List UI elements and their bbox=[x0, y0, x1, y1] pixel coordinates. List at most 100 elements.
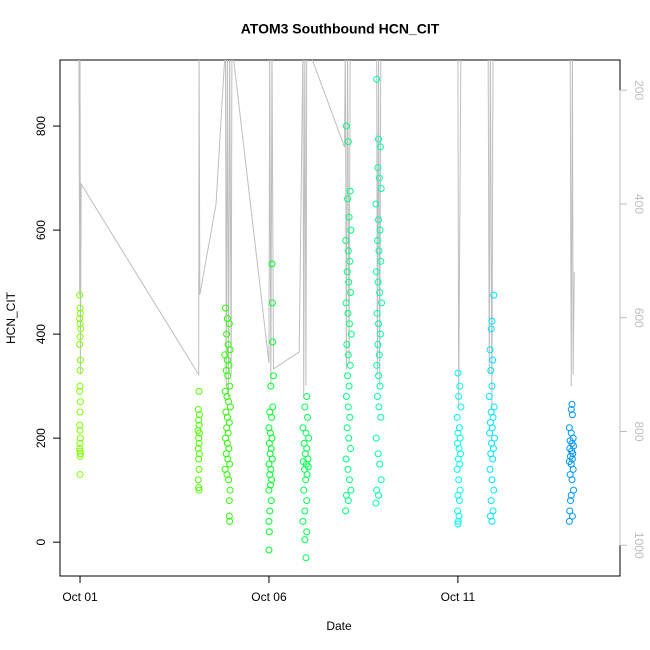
data-point bbox=[76, 356, 84, 364]
data-point bbox=[486, 429, 494, 437]
data-point bbox=[347, 486, 355, 494]
data-point bbox=[195, 484, 203, 492]
data-point bbox=[345, 382, 353, 390]
data-point bbox=[225, 320, 233, 328]
data-point bbox=[303, 497, 311, 505]
data-point bbox=[195, 411, 203, 419]
data-point bbox=[303, 393, 311, 401]
data-point bbox=[226, 403, 234, 411]
data-point bbox=[376, 330, 384, 338]
data-point bbox=[569, 465, 577, 473]
data-point bbox=[267, 445, 275, 453]
data-point bbox=[346, 413, 354, 421]
data-point bbox=[490, 486, 498, 494]
data-point bbox=[455, 512, 463, 520]
data-point bbox=[301, 536, 309, 544]
y2-tick-label: 200 bbox=[632, 80, 646, 100]
data-point bbox=[375, 351, 383, 359]
data-point bbox=[489, 455, 497, 463]
data-point bbox=[342, 455, 350, 463]
data-point bbox=[375, 491, 383, 499]
data-point bbox=[377, 257, 385, 265]
y-tick-label: 600 bbox=[34, 220, 48, 240]
data-point bbox=[377, 476, 385, 484]
data-point bbox=[268, 455, 276, 463]
x-tick-label: Oct 11 bbox=[441, 590, 476, 604]
data-point bbox=[342, 507, 350, 515]
data-point bbox=[490, 291, 498, 299]
pressure-line bbox=[78, 60, 575, 409]
data-point bbox=[226, 517, 234, 525]
data-point bbox=[305, 434, 313, 442]
data-point bbox=[302, 554, 310, 562]
data-point bbox=[225, 512, 233, 520]
data-point bbox=[265, 546, 273, 554]
data-point bbox=[376, 460, 384, 468]
data-point bbox=[454, 517, 462, 525]
data-point bbox=[344, 372, 352, 380]
data-point bbox=[372, 200, 380, 208]
data-point bbox=[373, 309, 381, 317]
data-point bbox=[565, 517, 573, 525]
data-point bbox=[223, 330, 231, 338]
data-point bbox=[76, 434, 84, 442]
data-point bbox=[488, 317, 496, 325]
data-point bbox=[345, 320, 353, 328]
data-point bbox=[342, 393, 350, 401]
data-point bbox=[454, 369, 462, 377]
data-point bbox=[345, 278, 353, 286]
data-point bbox=[77, 325, 85, 333]
data-point bbox=[226, 460, 234, 468]
data-point bbox=[76, 408, 84, 416]
data-point bbox=[269, 338, 277, 346]
data-point bbox=[76, 421, 84, 429]
x-tick-label: Oct 06 bbox=[251, 590, 287, 604]
data-point bbox=[376, 143, 384, 151]
data-point bbox=[346, 361, 354, 369]
data-point bbox=[267, 382, 275, 390]
data-point bbox=[76, 341, 84, 349]
data-point bbox=[374, 164, 382, 172]
data-point bbox=[485, 393, 493, 401]
data-point bbox=[374, 278, 382, 286]
data-point bbox=[567, 406, 575, 414]
data-point bbox=[76, 382, 84, 390]
data-point bbox=[76, 333, 84, 341]
data-point bbox=[375, 135, 383, 143]
data-point bbox=[76, 309, 84, 317]
data-point bbox=[222, 304, 230, 312]
data-point bbox=[76, 447, 84, 455]
data-point bbox=[455, 497, 463, 505]
data-point bbox=[268, 260, 276, 268]
data-point bbox=[490, 403, 498, 411]
data-point bbox=[488, 382, 496, 390]
data-point bbox=[226, 486, 234, 494]
data-point bbox=[454, 520, 462, 528]
data-point bbox=[346, 187, 354, 195]
data-point bbox=[76, 315, 84, 323]
data-point bbox=[195, 416, 203, 424]
data-point bbox=[267, 497, 275, 505]
data-point bbox=[345, 476, 353, 484]
data-point bbox=[344, 195, 352, 203]
data-point bbox=[373, 236, 381, 244]
data-point bbox=[226, 382, 234, 390]
y2-tick-label: 400 bbox=[632, 194, 646, 214]
data-point bbox=[376, 289, 384, 297]
y2-tick-label: 1000 bbox=[632, 532, 646, 559]
data-point bbox=[268, 299, 276, 307]
data-point bbox=[268, 476, 276, 484]
y-tick-label: 200 bbox=[34, 428, 48, 448]
plot-frame bbox=[59, 59, 621, 577]
data-point bbox=[301, 507, 309, 515]
data-point bbox=[343, 341, 351, 349]
data-point bbox=[195, 434, 203, 442]
data-point bbox=[345, 434, 353, 442]
data-point bbox=[226, 346, 234, 354]
data-point bbox=[455, 393, 463, 401]
data-point bbox=[344, 247, 352, 255]
data-point bbox=[195, 439, 203, 447]
data-point bbox=[302, 476, 310, 484]
data-point bbox=[489, 356, 497, 364]
chart-title: ATOM3 Southbound HCN_CIT bbox=[241, 21, 440, 37]
